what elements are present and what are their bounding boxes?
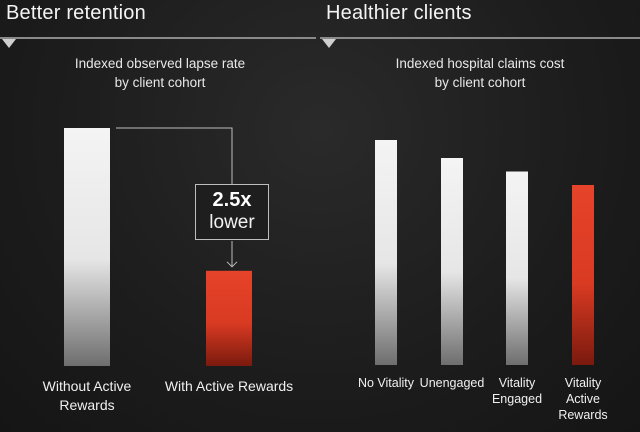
annotation-text: lower [209, 212, 255, 233]
subtitle-line-2: by client cohort [114, 75, 206, 90]
bar-with-active-rewards [206, 270, 252, 366]
category-label-line: Vitality [564, 376, 602, 390]
subtitle-line-2: by client cohort [434, 75, 526, 90]
annotation-value: 2.5x [212, 189, 252, 211]
panel-title: Healthier clients [326, 2, 472, 24]
category-label: Vitality Engaged [483, 375, 551, 407]
claims-panel: Healthier clients Indexed hospital claim… [320, 0, 640, 432]
category-label-line: Rewards [558, 408, 608, 422]
bar-vitality-engaged [506, 171, 528, 365]
category-label-line: Without Active [42, 378, 132, 394]
header-divider [0, 37, 316, 39]
triangle-pointer-icon [2, 39, 16, 48]
bar-vitality-active-rewards [572, 185, 594, 365]
category-label: With Active Rewards [149, 377, 309, 396]
annotation-connector [116, 127, 233, 184]
bar-unengaged [441, 158, 463, 365]
header-divider [320, 37, 640, 39]
lapse-rate-chart [64, 127, 252, 366]
category-label-line: Engaged [491, 392, 543, 406]
retention-panel: Better retention Indexed observed lapse … [0, 2, 320, 415]
category-label-line: Unengaged [419, 376, 485, 390]
category-label: Vitality Active Rewards [549, 375, 617, 423]
category-label-line: Vitality [498, 376, 536, 390]
category-label: Unengaged [418, 375, 486, 391]
triangle-pointer-icon [322, 39, 336, 48]
bar-without-active-rewards [64, 128, 110, 366]
panel-title: Better retention [6, 2, 146, 24]
category-label-line: With Active Rewards [164, 378, 294, 394]
bar-no-vitality [375, 140, 397, 365]
subtitle-line-1: Indexed hospital claims cost [395, 56, 565, 71]
annotation-box: 2.5x lower [195, 184, 269, 240]
subtitle-line-1: Indexed observed lapse rate [74, 56, 246, 71]
claims-cost-chart [375, 140, 594, 365]
category-label: Without Active Rewards [7, 377, 167, 415]
category-label-line: No Vitality [357, 376, 415, 390]
category-label-line: Rewards [59, 397, 115, 413]
category-label-line: Active [565, 392, 601, 406]
chart-subtitle: Indexed hospital claims cost by client c… [320, 54, 640, 92]
arrow-head-icon [226, 261, 238, 268]
chart-subtitle: Indexed observed lapse rate by client co… [0, 54, 320, 92]
category-label: No Vitality [352, 375, 420, 391]
